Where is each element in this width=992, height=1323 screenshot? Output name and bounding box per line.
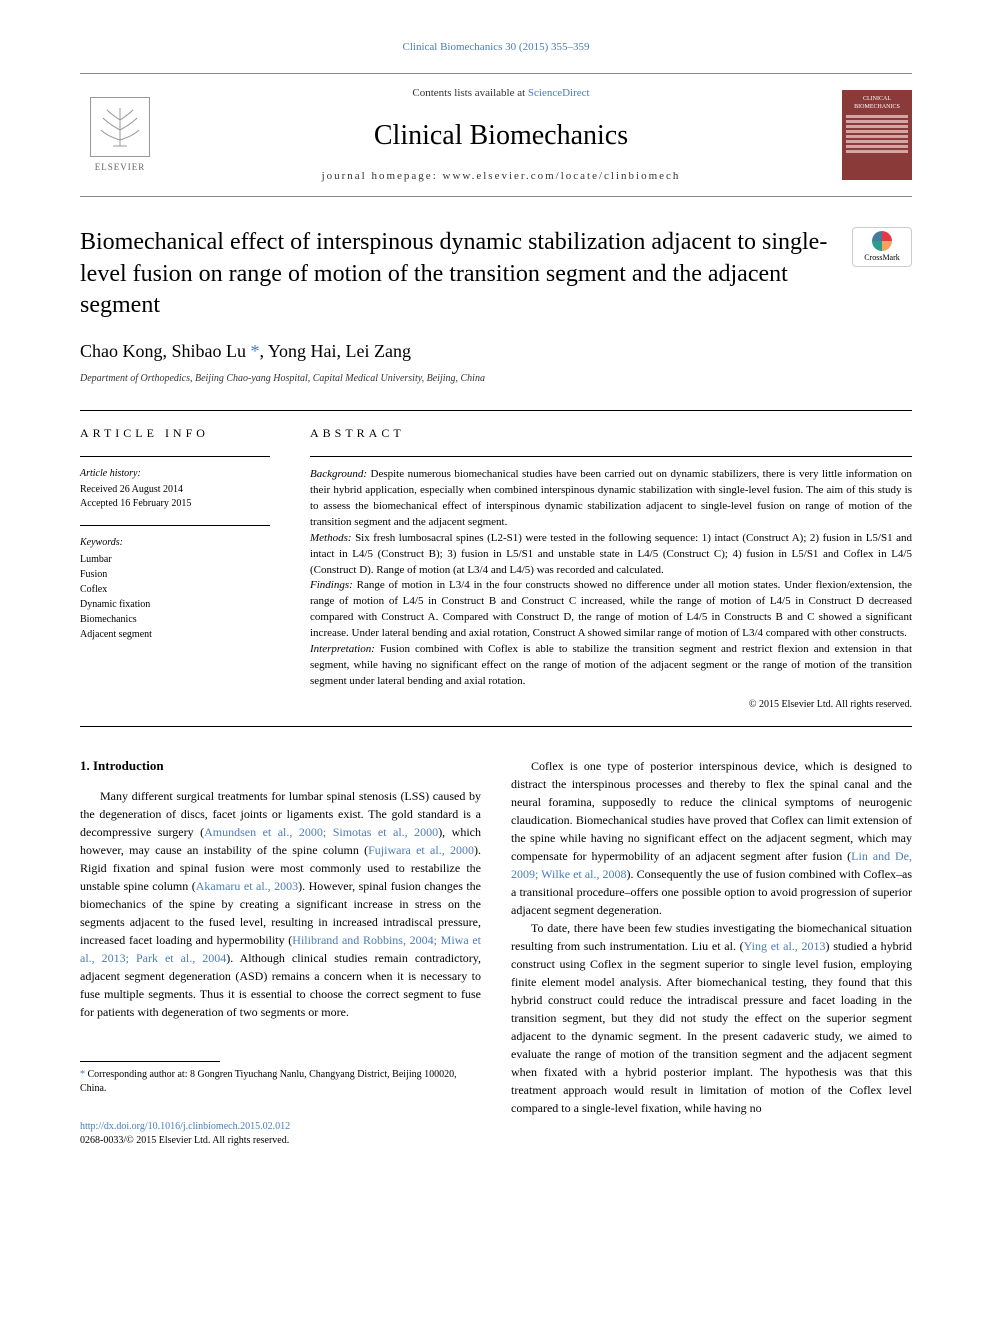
contents-prefix: Contents lists available at — [412, 87, 527, 99]
citation-link[interactable]: Ying et al., 2013 — [744, 939, 826, 953]
keyword: Lumbar — [80, 552, 270, 567]
abstract-text: Background: Despite numerous biomechanic… — [310, 467, 912, 690]
keyword: Dynamic fixation — [80, 597, 270, 612]
methods-text: Six fresh lumbosacral spines (L2-S1) wer… — [310, 532, 912, 576]
interpretation-label: Interpretation: — [310, 643, 375, 655]
homepage-line: journal homepage: www.elsevier.com/locat… — [180, 169, 822, 184]
keyword: Biomechanics — [80, 612, 270, 627]
crossmark-icon — [872, 231, 892, 251]
elsevier-tree-icon — [90, 97, 150, 157]
article-info: ARTICLE INFO Article history: Received 2… — [80, 411, 290, 726]
body-right-column: Coflex is one type of posterior interspi… — [511, 757, 912, 1148]
citation-link[interactable]: Akamaru et al., 2003 — [196, 879, 298, 893]
background-label: Background: — [310, 468, 367, 480]
history-label: Article history: — [80, 467, 270, 481]
crossmark-label: CrossMark — [864, 253, 900, 263]
abstract: ABSTRACT Background: Despite numerous bi… — [290, 411, 912, 726]
keyword: Coflex — [80, 582, 270, 597]
authors-part1: Chao Kong, Shibao Lu — [80, 341, 246, 361]
homepage-url: www.elsevier.com/locate/clinbiomech — [443, 170, 681, 182]
body-text: ) studied a hybrid construct using Cofle… — [511, 939, 912, 1115]
footer: http://dx.doi.org/10.1016/j.clinbiomech.… — [80, 1120, 481, 1148]
crossmark-badge[interactable]: CrossMark — [852, 227, 912, 267]
article-title: Biomechanical effect of interspinous dyn… — [80, 227, 912, 321]
affiliation: Department of Orthopedics, Beijing Chao-… — [80, 372, 912, 386]
background-text: Despite numerous biomechanical studies h… — [310, 468, 912, 528]
article-title-text: Biomechanical effect of interspinous dyn… — [80, 229, 827, 317]
corresponding-footnote: * Corresponding author at: 8 Gongren Tiy… — [80, 1068, 481, 1096]
publisher-logo: ELSEVIER — [80, 90, 160, 180]
journal-cover-thumbnail: CLINICAL BIOMECHANICS — [842, 90, 912, 180]
citation-link[interactable]: Amundsen et al., 2000; Simotas et al., 2… — [204, 825, 438, 839]
body-paragraph: Coflex is one type of posterior interspi… — [511, 757, 912, 919]
journal-title: Clinical Biomechanics — [180, 116, 822, 155]
issn-copyright: 0268-0033/© 2015 Elsevier Ltd. All right… — [80, 1134, 481, 1148]
keywords-label: Keywords: — [80, 536, 270, 550]
body-columns: 1. Introduction Many different surgical … — [80, 757, 912, 1148]
meta-section: ARTICLE INFO Article history: Received 2… — [80, 410, 912, 727]
masthead-center: Contents lists available at ScienceDirec… — [180, 86, 822, 184]
findings-label: Findings: — [310, 579, 353, 591]
keyword: Fusion — [80, 567, 270, 582]
doi-link[interactable]: http://dx.doi.org/10.1016/j.clinbiomech.… — [80, 1120, 481, 1134]
accepted-date: Accepted 16 February 2015 — [80, 497, 270, 511]
cover-title: CLINICAL BIOMECHANICS — [846, 96, 908, 110]
received-date: Received 26 August 2014 — [80, 483, 270, 497]
abstract-heading: ABSTRACT — [310, 425, 912, 442]
intro-heading: 1. Introduction — [80, 757, 481, 775]
body-left-column: 1. Introduction Many different surgical … — [80, 757, 481, 1148]
cover-lines-icon — [846, 115, 908, 175]
page-container: Clinical Biomechanics 30 (2015) 355–359 … — [0, 0, 992, 1208]
abstract-copyright: © 2015 Elsevier Ltd. All rights reserved… — [310, 698, 912, 712]
contents-line: Contents lists available at ScienceDirec… — [180, 86, 822, 101]
corresponding-star: * — [251, 341, 260, 361]
publisher-name: ELSEVIER — [95, 161, 146, 174]
homepage-prefix: journal homepage: — [322, 170, 443, 182]
keyword: Adjacent segment — [80, 627, 270, 642]
intro-paragraph: Many different surgical treatments for l… — [80, 787, 481, 1021]
masthead: ELSEVIER Contents lists available at Sci… — [80, 73, 912, 197]
sciencedirect-link[interactable]: ScienceDirect — [528, 87, 590, 99]
article-info-heading: ARTICLE INFO — [80, 425, 270, 442]
authors-part2: , Yong Hai, Lei Zang — [260, 341, 412, 361]
findings-text: Range of motion in L3/4 in the four cons… — [310, 579, 912, 639]
body-text: Coflex is one type of posterior interspi… — [511, 759, 912, 863]
authors: Chao Kong, Shibao Lu *, Yong Hai, Lei Za… — [80, 339, 912, 364]
citation-header: Clinical Biomechanics 30 (2015) 355–359 — [80, 40, 912, 55]
footnote-divider — [80, 1061, 220, 1062]
body-paragraph: To date, there have been few studies inv… — [511, 919, 912, 1117]
footnote-text: Corresponding author at: 8 Gongren Tiyuc… — [80, 1069, 457, 1094]
interpretation-text: Fusion combined with Coflex is able to s… — [310, 643, 912, 687]
citation-link[interactable]: Fujiwara et al., 2000 — [368, 843, 474, 857]
methods-label: Methods: — [310, 532, 352, 544]
